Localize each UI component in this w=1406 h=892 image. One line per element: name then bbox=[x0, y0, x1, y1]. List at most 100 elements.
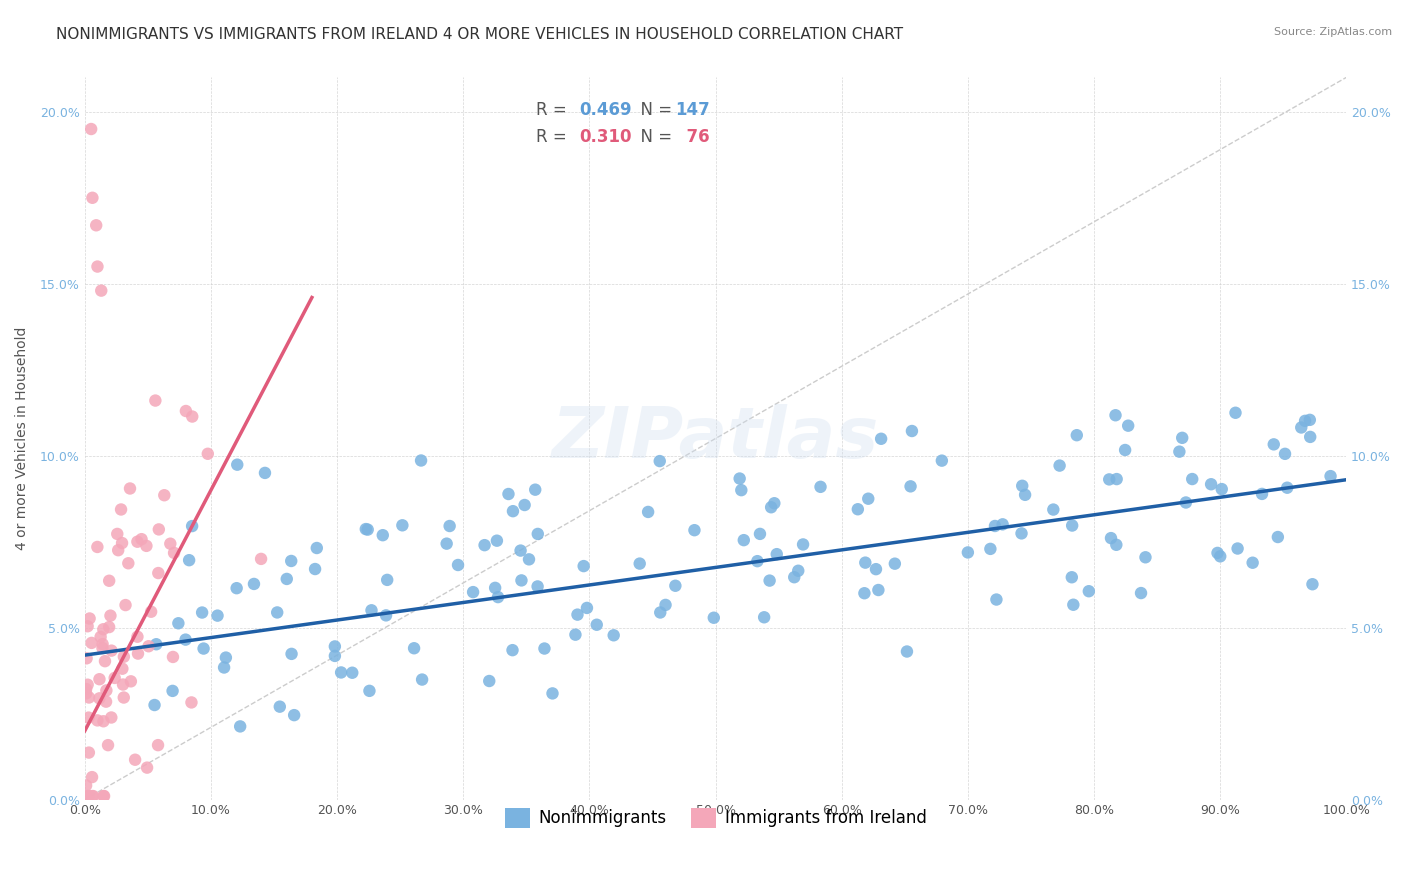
Point bbox=[792, 537, 814, 551]
Text: R =: R = bbox=[537, 102, 572, 120]
Point bbox=[1116, 418, 1139, 433]
Point bbox=[94, 654, 117, 668]
Point bbox=[391, 518, 413, 533]
Point bbox=[163, 546, 186, 560]
Point bbox=[266, 606, 288, 620]
Text: Source: ZipAtlas.com: Source: ZipAtlas.com bbox=[1274, 27, 1392, 37]
Point bbox=[96, 683, 118, 698]
Point bbox=[1225, 406, 1247, 420]
Point bbox=[486, 590, 509, 604]
Legend: Nonimmigrants, Immigrants from Ireland: Nonimmigrants, Immigrants from Ireland bbox=[498, 801, 934, 835]
Point bbox=[111, 662, 134, 676]
Point bbox=[93, 789, 115, 803]
Point bbox=[111, 677, 134, 691]
Point bbox=[179, 553, 201, 567]
Point bbox=[654, 598, 676, 612]
Point bbox=[900, 479, 922, 493]
Point bbox=[93, 789, 115, 803]
Point bbox=[197, 447, 219, 461]
Point bbox=[502, 643, 524, 657]
Point bbox=[253, 466, 276, 480]
Point bbox=[1060, 570, 1083, 584]
Point bbox=[75, 686, 97, 700]
Point bbox=[853, 586, 876, 600]
Point bbox=[181, 409, 204, 424]
Point bbox=[91, 641, 114, 656]
Point bbox=[1062, 598, 1084, 612]
Point bbox=[93, 714, 115, 729]
Point bbox=[1171, 431, 1194, 445]
Point bbox=[193, 641, 215, 656]
Point bbox=[1199, 477, 1222, 491]
Point bbox=[375, 608, 398, 623]
Point bbox=[759, 500, 782, 515]
Point bbox=[148, 523, 170, 537]
Point bbox=[1263, 437, 1285, 451]
Point bbox=[145, 637, 167, 651]
Point bbox=[1277, 481, 1299, 495]
Point bbox=[513, 498, 536, 512]
Point bbox=[1301, 577, 1323, 591]
Point bbox=[1049, 458, 1071, 473]
Text: N =: N = bbox=[630, 102, 678, 120]
Point bbox=[1174, 495, 1197, 509]
Point bbox=[77, 789, 100, 803]
Point bbox=[1066, 428, 1088, 442]
Point bbox=[148, 566, 170, 580]
Point bbox=[112, 649, 135, 664]
Point bbox=[127, 647, 149, 661]
Point bbox=[354, 522, 377, 536]
Point bbox=[1011, 479, 1033, 493]
Point bbox=[572, 559, 595, 574]
Point bbox=[1267, 530, 1289, 544]
Point bbox=[404, 641, 426, 656]
Point bbox=[1299, 430, 1322, 444]
Point bbox=[1042, 502, 1064, 516]
Point bbox=[269, 699, 291, 714]
Point bbox=[305, 541, 328, 555]
Point bbox=[105, 527, 128, 541]
Point bbox=[728, 471, 751, 485]
Point bbox=[526, 527, 548, 541]
Point bbox=[409, 453, 432, 467]
Point bbox=[733, 533, 755, 548]
Point bbox=[82, 789, 104, 803]
Point bbox=[865, 562, 887, 576]
Point bbox=[127, 630, 149, 644]
Point bbox=[1241, 556, 1264, 570]
Point bbox=[1274, 447, 1296, 461]
Point bbox=[758, 574, 780, 588]
Point bbox=[153, 488, 176, 502]
Point bbox=[112, 690, 135, 705]
Point bbox=[1099, 531, 1122, 545]
Point bbox=[100, 608, 122, 623]
Point bbox=[143, 698, 166, 712]
Point bbox=[517, 552, 540, 566]
Text: ZIPatlas: ZIPatlas bbox=[553, 404, 879, 473]
Point bbox=[276, 572, 298, 586]
Point bbox=[174, 404, 197, 418]
Point bbox=[1181, 472, 1204, 486]
Point bbox=[956, 545, 979, 559]
Point bbox=[139, 605, 162, 619]
Point bbox=[114, 598, 136, 612]
Point bbox=[502, 504, 524, 518]
Point bbox=[371, 528, 394, 542]
Point bbox=[1098, 472, 1121, 486]
Point bbox=[98, 620, 121, 634]
Text: N =: N = bbox=[630, 128, 678, 146]
Point bbox=[77, 746, 100, 760]
Point bbox=[86, 260, 108, 274]
Point bbox=[162, 684, 184, 698]
Point bbox=[510, 574, 533, 588]
Point bbox=[564, 628, 586, 642]
Text: 0.310: 0.310 bbox=[579, 128, 631, 146]
Point bbox=[1299, 413, 1322, 427]
Text: 147: 147 bbox=[675, 102, 710, 120]
Point bbox=[541, 686, 564, 700]
Point bbox=[75, 681, 97, 696]
Point bbox=[637, 505, 659, 519]
Point bbox=[648, 454, 671, 468]
Text: 76: 76 bbox=[675, 128, 710, 146]
Point bbox=[787, 564, 810, 578]
